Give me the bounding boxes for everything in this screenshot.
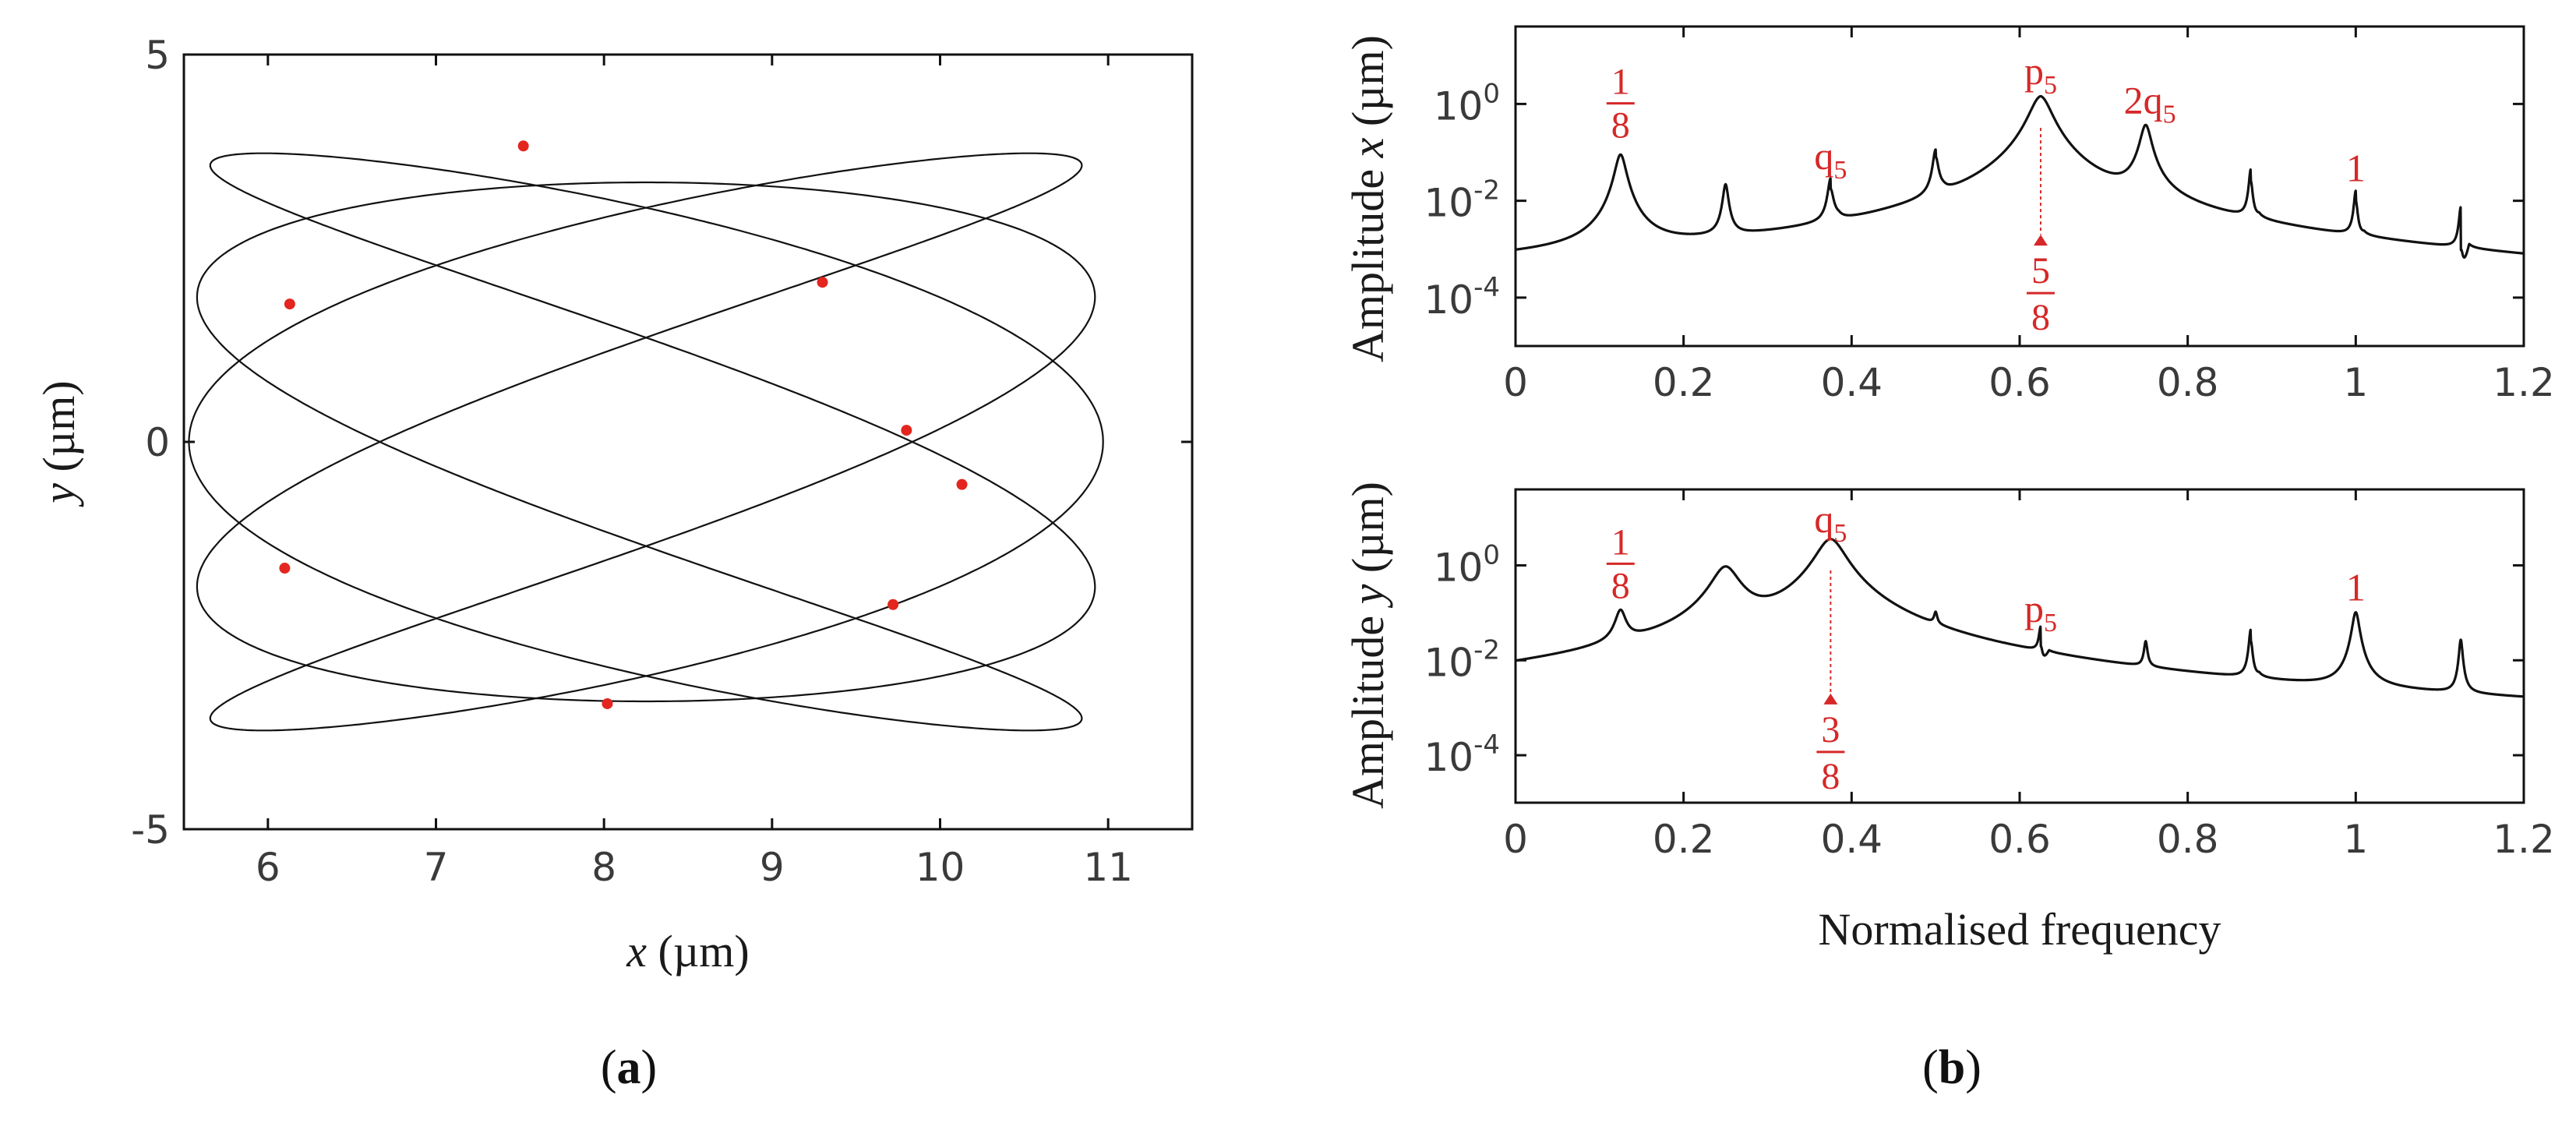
fraction-numerator: 1: [1611, 62, 1630, 103]
peak-label: p5: [2024, 587, 2057, 637]
panel-label-b: (b): [1922, 1041, 1981, 1094]
spectrum-line: [1514, 94, 2525, 259]
x-tick-label: 0.8: [2157, 360, 2219, 405]
y-axis-label: y (µm): [34, 380, 84, 507]
fraction-numerator: 5: [2031, 250, 2050, 291]
axes-frame: [1514, 25, 2525, 348]
x-tick-label: 9: [760, 845, 785, 890]
x-tick-label: 0.6: [1988, 360, 2051, 405]
x-tick-label: 1: [2343, 817, 2368, 862]
x-tick-label: 0.6: [1988, 817, 2051, 862]
peak-label: 2q5: [2124, 78, 2176, 129]
x-tick-label: 0: [1503, 360, 1528, 405]
trajectory-marker: [817, 277, 828, 288]
y-tick-label: 10-2: [1424, 175, 1500, 226]
x-tick-label: 0.4: [1821, 360, 1883, 405]
x-tick-label: 0.2: [1653, 817, 1715, 862]
x-tick-label: 7: [424, 845, 449, 890]
axes-frame: [182, 53, 1194, 831]
trajectory-marker: [284, 298, 295, 310]
panel-a-trajectory-plot: 6 7 8 9 10 11 -5 0 5 x (µm) y (µm) (a): [34, 33, 1194, 1094]
trajectory-curve: [188, 152, 1104, 732]
y-tick-label: 5: [145, 33, 170, 78]
y-tick-label: 10-2: [1424, 634, 1500, 685]
trajectory-markers: [279, 140, 968, 709]
x-tick-label: 1: [2343, 360, 2368, 405]
x-tick-label: 0: [1503, 817, 1528, 862]
y-tick-label: 0: [145, 420, 170, 465]
axis-ticks: 0 0.2 0.4 0.6 0.8 1 1.2 100 10-2 10-4: [1424, 26, 2555, 405]
y-tick-label: 10-4: [1424, 729, 1500, 780]
axis-ticks: 6 7 8 9 10 11 -5 0 5: [131, 33, 1192, 890]
x-tick-label: 0.8: [2157, 817, 2219, 862]
trajectory-marker: [887, 599, 899, 610]
y-tick-label: 100: [1434, 78, 1500, 129]
peak-label: 1: [2346, 146, 2366, 189]
peak-label: q5: [1814, 497, 1847, 548]
spectrum-curve: [1514, 94, 2525, 259]
trajectory-marker: [602, 697, 613, 709]
fraction-denominator: 8: [2031, 297, 2050, 338]
y-axis-label: Amplitude x (µm): [1343, 35, 1393, 362]
x-tick-label: 8: [591, 845, 616, 890]
fraction-numerator: 1: [1611, 521, 1630, 563]
peak-label: p5: [2024, 49, 2057, 100]
fraction-denominator: 8: [1611, 105, 1630, 147]
x-tick-label: 0.2: [1653, 360, 1715, 405]
x-tick-label: 10: [916, 845, 965, 890]
spectrum-line: [1514, 538, 2525, 698]
trajectory-marker: [279, 563, 291, 574]
peak-label: q5: [1814, 134, 1847, 185]
peak-marker-triangle: [1823, 693, 1838, 705]
trajectory-marker: [517, 140, 529, 152]
fraction-numerator: 3: [1821, 709, 1840, 750]
fraction-denominator: 8: [1821, 756, 1840, 797]
x-axis-label: x (µm): [626, 926, 749, 976]
x-tick-label: 0.4: [1821, 817, 1883, 862]
x-tick-label: 11: [1083, 845, 1133, 890]
axis-ticks: 0 0.2 0.4 0.6 0.8 1 1.2 100 10-2 10-4: [1424, 489, 2555, 862]
x-tick-label: 6: [256, 845, 281, 890]
spectrum-curve: [1514, 538, 2525, 698]
panel-label-a: (a): [601, 1041, 657, 1094]
x-axis-label: Normalised frequency: [1819, 904, 2221, 955]
x-tick-label: 1.2: [2493, 360, 2555, 405]
trajectory-marker: [956, 479, 968, 490]
y-tick-label: -5: [131, 807, 170, 853]
x-tick-label: 1.2: [2493, 817, 2555, 862]
peak-label: 1: [2346, 565, 2366, 609]
y-tick-label: 100: [1434, 539, 1500, 590]
y-axis-label: Amplitude y (µm): [1343, 482, 1393, 809]
fraction-denominator: 8: [1611, 565, 1630, 606]
trajectory-marker: [901, 425, 912, 436]
trajectory-line: [188, 152, 1104, 732]
y-tick-label: 10-4: [1424, 272, 1500, 323]
peak-marker-triangle: [2033, 235, 2048, 246]
